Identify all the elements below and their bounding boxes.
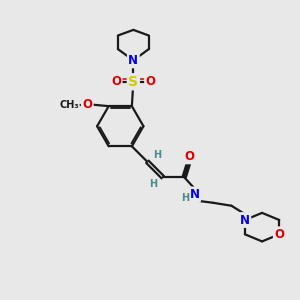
Text: N: N	[240, 214, 250, 226]
Text: H: H	[153, 150, 161, 160]
Text: O: O	[274, 228, 284, 241]
Text: O: O	[82, 98, 92, 111]
Text: H: H	[149, 179, 157, 189]
Text: H: H	[182, 193, 190, 203]
Text: S: S	[128, 75, 138, 89]
Text: N: N	[190, 188, 200, 201]
Text: O: O	[111, 75, 121, 88]
Text: N: N	[128, 54, 138, 67]
Text: O: O	[184, 150, 194, 163]
Text: O: O	[146, 75, 156, 88]
Text: CH₃: CH₃	[59, 100, 79, 110]
